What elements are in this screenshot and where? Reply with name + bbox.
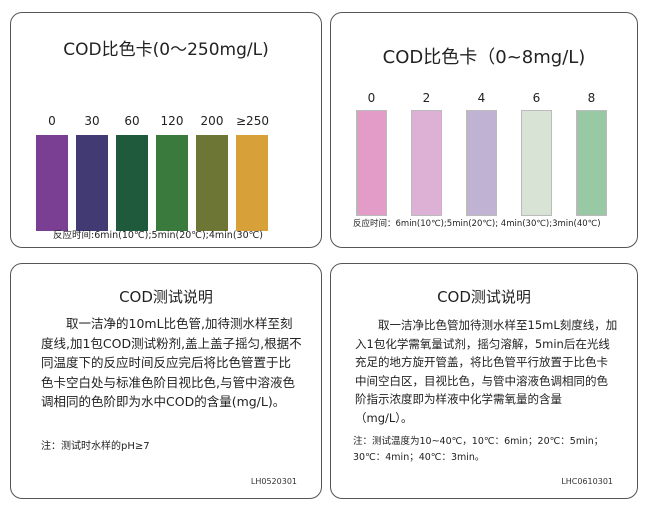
color-chip [521,110,552,216]
swatch-label: 60 [124,114,140,128]
swatch-label: 30 [84,114,100,128]
cod-instructions-card-right: COD测试说明 取一洁净比色管加待测水样至15mL刻度线，加入1包化学需氧量试剂… [330,263,638,499]
instructions-title: COD测试说明 [119,288,213,306]
color-chip [36,135,68,231]
swatch-8: 8 [576,90,607,216]
color-chip [196,135,228,231]
swatch-label: 2 [422,91,431,105]
color-swatch-row: 0 2 4 6 8 [356,90,607,216]
swatch-0: 0 [36,113,68,231]
color-swatch-row: 0 30 60 120 200 ≥250 [36,113,269,231]
instructions-title: COD测试说明 [437,288,531,306]
product-code: LH0520301 [250,477,297,486]
instructions-body: 取一洁净比色管加待测水样至15mL刻度线，加入1包化学需氧量试剂，摇匀溶解，5m… [355,318,618,425]
card-title: COD比色卡(0～250mg/L) [63,40,269,60]
color-chip [356,110,387,216]
color-chip [411,110,442,216]
color-chip [466,110,497,216]
product-code: LHC0610301 [561,477,613,486]
swatch-label: 200 [200,114,224,128]
swatch-30: 30 [76,113,108,231]
swatch-label: 8 [587,91,596,105]
cod-color-card-high-range: COD比色卡(0～250mg/L) 0 30 60 120 200 ≥250 反… [10,12,322,248]
swatch-120: 120 [156,113,188,231]
instructions-body: 取一洁净的10mL比色管,加待测水样至刻度线,加1包COD测试粉剂,盖上盖子摇匀… [41,316,302,409]
color-chip [576,110,607,216]
color-chip [116,135,148,231]
swatch-4: 4 [466,90,497,216]
swatch-label: 120 [160,114,184,128]
swatch-label: 0 [367,91,376,105]
swatch-60: 60 [116,113,148,231]
color-chip [236,135,269,231]
swatch-200: 200 [196,113,228,231]
cod-color-card-low-range: COD比色卡（0~8mg/L) 0 2 4 6 8 反应时间：6min(10℃)… [330,12,638,248]
card-title: COD比色卡（0~8mg/L) [382,47,586,68]
swatch-250-plus: ≥250 [236,113,269,231]
color-chip [76,135,108,231]
temperature-note: 注：测试温度为10~40℃，10℃：6min；20℃：5min；30℃：4min… [353,436,604,463]
swatch-2: 2 [411,90,442,216]
swatch-label: 6 [532,91,541,105]
swatch-label: 4 [477,91,486,105]
reaction-time-note: 反应时间:6min(10℃);5min(20℃);4min(30℃) [53,230,263,241]
swatch-label: 0 [48,114,56,128]
swatch-6: 6 [521,90,552,216]
color-chip [156,135,188,231]
reaction-time-note: 反应时间：6min(10℃);5min(20℃); 4min(30℃);3min… [353,219,601,229]
swatch-label: ≥250 [236,114,269,128]
cod-instructions-card-left: COD测试说明 取一洁净的10mL比色管,加待测水样至刻度线,加1包COD测试粉… [10,263,322,499]
swatch-0: 0 [356,90,387,216]
ph-note: 注：测试时水样的pH≥7 [41,441,150,452]
